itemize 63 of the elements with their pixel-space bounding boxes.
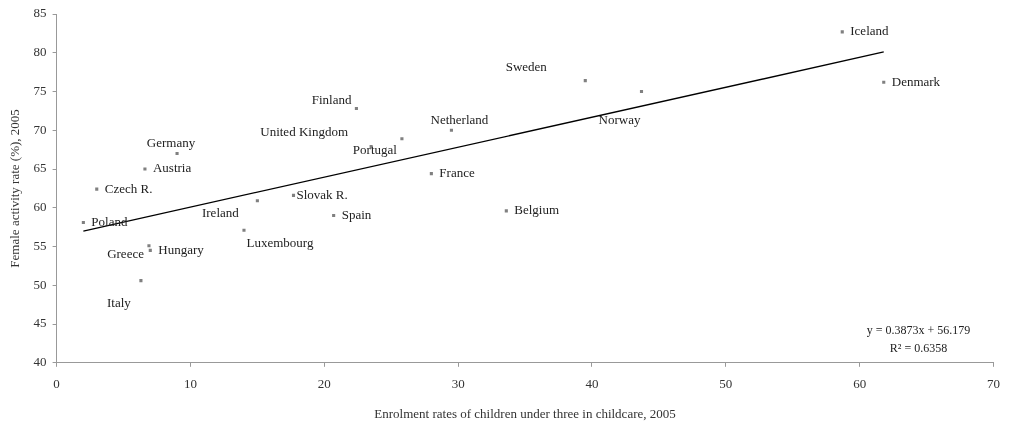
point [400,137,404,141]
point [147,244,151,248]
point [175,151,179,156]
x-axis-title: Enrolment rates of children under three in childcare, 2005 [374,405,676,421]
y-tick-label: 60 [33,199,47,215]
annotation: R² = 0.6358 [889,340,948,355]
annotation: Netherland [430,111,489,127]
point [148,248,152,252]
annotation: Finland [311,91,352,107]
point [291,193,296,197]
x-tick-label: 20 [317,376,331,392]
x-tick-label: 70 [987,376,1000,392]
y-tick-label: 45 [33,315,47,331]
x-tick-label: 60 [853,376,867,392]
x-tick-label: 10 [183,376,197,392]
y-tick-label: 50 [33,276,47,292]
annotation: Italy [107,295,132,311]
y-tick-label: 65 [33,160,47,176]
annotation: Belgium [514,202,560,218]
annotation: Spain [341,206,372,222]
annotation: Norway [598,111,641,127]
point [639,89,644,94]
annotation: Portugal [352,142,398,158]
point [840,30,844,34]
point [143,167,147,171]
y-tick-label: 40 [33,354,47,370]
annotation: Hungary [158,241,205,257]
point [242,228,246,232]
y-tick-label: 80 [33,44,47,60]
y-tick-label: 70 [33,121,47,137]
point [332,213,336,218]
x-tick-label: 30 [451,376,465,392]
point [95,187,99,191]
x-tick-label: 40 [585,376,599,392]
annotation: Sweden [505,59,548,75]
y-tick-label: 85 [33,5,47,21]
annotation: Denmark [891,73,941,89]
point [583,79,587,83]
point [429,172,433,176]
annotation: Germany [146,134,196,150]
point [255,199,259,203]
annotation: Austria [152,160,192,176]
annotation: Ireland [201,205,240,221]
annotation: Slovak R. [296,186,348,202]
point [354,107,358,111]
annotation: y = 0.3873x + 56.179 [866,322,971,337]
annotation: United Kingdom [260,123,349,139]
point [81,220,85,225]
y-axis-title: Female activity rate (%), 2005 [7,109,23,268]
annotation: Czech R. [104,180,153,196]
annotation: Luxembourg [246,234,314,250]
y-tick-label: 75 [33,82,47,98]
point [504,209,508,213]
point [449,128,453,132]
annotation: Iceland [850,23,890,39]
point [139,279,143,283]
x-tick-label: 0 [53,376,60,392]
x-tick-label: 50 [719,376,733,392]
annotation: Greece [107,246,145,262]
point [882,80,886,84]
annotation: Poland [91,213,128,229]
y-tick-label: 55 [33,237,47,253]
annotation: France [439,165,475,181]
